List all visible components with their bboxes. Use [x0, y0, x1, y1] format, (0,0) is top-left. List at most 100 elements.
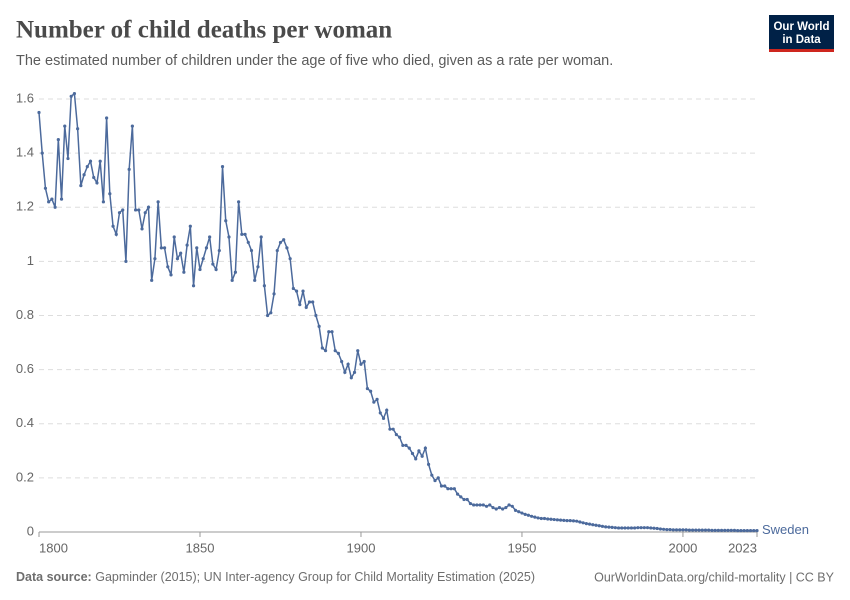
data-point — [475, 503, 479, 507]
logo-box[interactable] — [769, 15, 834, 51]
data-point — [275, 248, 279, 253]
data-point — [530, 514, 534, 518]
data-point — [365, 386, 370, 391]
data-point — [179, 251, 183, 255]
data-point — [546, 517, 550, 521]
data-point — [713, 528, 717, 532]
data-point — [658, 527, 663, 531]
data-point — [732, 528, 737, 532]
data-point — [436, 476, 440, 480]
data-point — [156, 200, 160, 204]
data-point — [594, 523, 598, 527]
logo-text: in Data — [782, 34, 821, 46]
data-point — [555, 518, 559, 522]
data-point — [127, 167, 131, 171]
data-point — [388, 427, 392, 431]
data-point — [185, 243, 189, 247]
data-point — [282, 238, 286, 242]
data-point — [697, 528, 701, 532]
data-point — [407, 446, 411, 450]
data-point — [613, 526, 617, 530]
data-point — [311, 300, 315, 304]
data-point — [204, 246, 209, 250]
data-point — [742, 529, 746, 533]
data-point — [710, 528, 714, 532]
series-line — [38, 92, 757, 532]
data-point — [330, 330, 334, 334]
data-point — [668, 527, 672, 532]
data-point — [333, 349, 337, 353]
data-point — [133, 208, 138, 212]
data-point — [674, 528, 679, 532]
data-point — [404, 443, 408, 447]
data-point — [562, 518, 566, 522]
logo[interactable]: Our World in Data — [769, 15, 834, 52]
data-point — [420, 454, 424, 458]
data-point — [513, 508, 518, 512]
data-point — [159, 246, 163, 250]
data-point — [340, 359, 344, 364]
data-point — [124, 259, 128, 263]
data-point — [472, 503, 476, 507]
y-tick-label: 0 — [27, 523, 34, 538]
data-point — [401, 443, 405, 447]
data-point — [227, 235, 231, 239]
data-point — [558, 518, 563, 522]
data-point — [552, 517, 556, 522]
data-point — [298, 303, 302, 307]
y-tick-label: 1.2 — [16, 199, 34, 214]
data-point — [481, 503, 485, 507]
data-point — [748, 529, 753, 533]
data-point — [217, 248, 221, 253]
credit[interactable]: OurWorldinData.org/child-mortality | CC … — [594, 570, 835, 584]
data-point — [253, 278, 257, 282]
data-point — [591, 523, 595, 527]
data-point — [752, 529, 756, 533]
data-point — [108, 192, 112, 196]
data-point — [449, 487, 453, 491]
data-point — [719, 528, 724, 532]
data-point — [259, 235, 263, 239]
data-point — [153, 257, 157, 261]
x-tick-label: 1900 — [347, 540, 376, 555]
data-point — [79, 184, 83, 188]
data-point — [687, 528, 691, 532]
series-label: Sweden — [762, 522, 809, 537]
data-point — [629, 526, 634, 530]
data-point — [539, 516, 543, 521]
data-point — [98, 159, 102, 163]
data-point — [237, 200, 241, 204]
data-point — [230, 278, 234, 282]
data-point — [256, 265, 260, 269]
data-point — [681, 528, 685, 532]
data-point — [211, 262, 215, 266]
data-point — [63, 124, 67, 128]
data-point — [307, 300, 312, 304]
y-tick-label: 0.4 — [16, 415, 34, 430]
data-point — [111, 224, 115, 228]
data-point — [59, 197, 64, 201]
data-point — [665, 527, 669, 532]
data-point — [394, 432, 398, 437]
data-point — [362, 359, 366, 364]
data-point — [455, 492, 460, 496]
data-point — [278, 240, 283, 245]
data-point — [162, 246, 167, 250]
data-point — [82, 173, 86, 177]
data-point — [317, 324, 321, 328]
data-point — [642, 526, 646, 530]
data-point — [356, 349, 360, 353]
data-point — [439, 484, 444, 488]
data-point — [610, 525, 614, 529]
data-point — [240, 232, 244, 236]
data-point — [327, 330, 331, 334]
data-point — [352, 370, 357, 374]
data-point — [575, 519, 579, 523]
data-point — [649, 526, 653, 530]
data-point — [645, 526, 650, 530]
data-point — [304, 305, 308, 309]
data-point — [626, 526, 630, 530]
data-point — [336, 351, 341, 355]
data-point — [92, 175, 96, 180]
